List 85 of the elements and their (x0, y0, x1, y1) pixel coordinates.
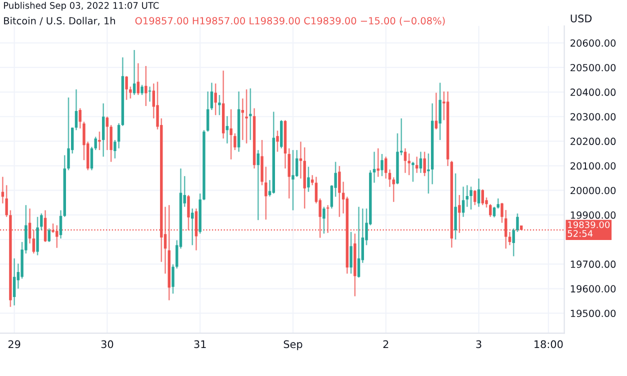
y-tick-label: 19500.00 (570, 310, 616, 318)
candlestick (12, 258, 16, 306)
candlestick (419, 151, 422, 174)
candlestick (191, 208, 194, 246)
candlestick (206, 90, 210, 132)
y-tick-label: 20200.00 (570, 138, 616, 146)
y-tick-label: 20600.00 (570, 39, 616, 47)
x-tick-label: 2 (383, 340, 388, 348)
candlestick (496, 198, 500, 210)
candlestick (516, 212, 519, 233)
candlestick (357, 206, 360, 278)
candlestick (512, 228, 515, 257)
x-tick-label: 18:00 (534, 340, 563, 348)
y-tick-label: 19700.00 (570, 260, 616, 268)
candlestick (380, 153, 384, 177)
candlestick (434, 92, 438, 130)
candlestick (132, 49, 136, 96)
candlestick (148, 86, 152, 102)
candlestick (489, 203, 492, 218)
candlestick (144, 65, 148, 107)
candlestick (470, 186, 472, 210)
candlestick (214, 82, 217, 116)
candlestick (412, 161, 414, 182)
candlestick (307, 166, 310, 192)
candlestick (276, 130, 279, 152)
candlestick (264, 166, 268, 220)
candlestick (256, 149, 260, 221)
candlestick (234, 132, 236, 151)
candlestick (492, 206, 496, 218)
candlestick (102, 102, 105, 158)
candlestick (296, 149, 298, 178)
candlestick (338, 165, 341, 218)
candlestick (40, 212, 43, 231)
candlestick (172, 264, 174, 294)
candlestick (74, 88, 78, 131)
x-tick-label: 3 (476, 340, 482, 348)
candlestick (48, 228, 51, 243)
candlestick (466, 184, 469, 208)
candlestick (249, 88, 252, 141)
candlestick (322, 206, 326, 234)
candlestick (288, 148, 290, 200)
candlestick (438, 82, 442, 141)
candlestick (477, 178, 480, 208)
y-tick-label: 20400.00 (570, 88, 616, 96)
candlestick (136, 62, 140, 96)
candlestick (415, 156, 418, 174)
y-tick-label: 20500.00 (570, 64, 616, 72)
candlestick (106, 116, 109, 151)
chart-subtitle: O19857.00 H19857.00 L19839.00 C19839.00 −15.00 (−0.08%) (135, 16, 445, 26)
candlestick (245, 88, 248, 144)
candlestick (388, 168, 392, 188)
y-tick-label: 19900.00 (570, 211, 616, 219)
candlestick (372, 151, 376, 184)
candlestick (404, 148, 407, 174)
candlestick (350, 231, 352, 274)
candlestick (98, 130, 101, 151)
candlestick (230, 108, 232, 160)
x-tick-label: Sep (284, 340, 302, 350)
x-tick-label: 31 (194, 340, 206, 348)
candlestick (423, 151, 426, 177)
x-tick-label: 29 (8, 340, 20, 348)
candlestick (384, 156, 388, 180)
ref-line-label: 19839.00 52:54 (568, 221, 610, 237)
candlestick (78, 108, 82, 130)
candlestick (481, 188, 484, 206)
candlestick (408, 152, 410, 176)
y-axis-title: USD (570, 14, 592, 22)
candlestick (474, 189, 476, 206)
candlestick (117, 122, 120, 149)
candlestick (210, 82, 214, 111)
candlestick (454, 172, 457, 240)
candlestick (292, 149, 294, 211)
y-tick-label: 20100.00 (570, 162, 616, 170)
candlestick (59, 210, 62, 240)
y-tick-label: 20000.00 (570, 186, 616, 194)
candlestick (129, 86, 132, 100)
candlestick (125, 75, 128, 101)
candlestick (218, 94, 221, 116)
x-tick-label: 30 (101, 340, 114, 348)
candlestick (140, 84, 144, 96)
y-tick-label: 19600.00 (570, 285, 616, 292)
candlestick (462, 186, 465, 218)
text: Published Sep 03, 2022 11:07 UTC (4, 2, 159, 11)
y-tick-label: 20300.00 (570, 113, 616, 120)
chart-title: Bitcoin / U.S. Dollar, 1h (4, 16, 115, 26)
